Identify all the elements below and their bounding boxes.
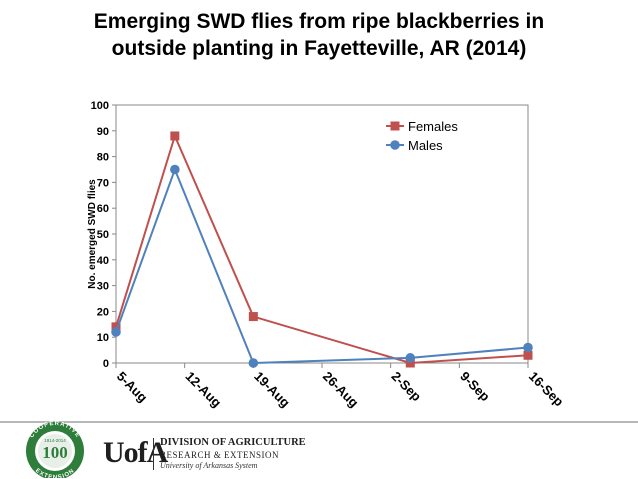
y-tick-label: 40 — [97, 255, 109, 267]
females-data-point — [523, 350, 533, 360]
y-tick-label: 50 — [97, 229, 109, 241]
males-data-point — [405, 353, 416, 363]
seal-number: 100 — [42, 443, 68, 462]
y-tick-label: 20 — [97, 306, 109, 318]
males-series-line — [115, 166, 529, 365]
males-data-point — [111, 327, 121, 337]
y-tick-label: 100 — [91, 100, 109, 112]
x-tick-label: 9-Sep — [457, 369, 493, 405]
y-axis-label: No. emerged SWD flies — [87, 179, 98, 289]
females-legend-label: Females — [408, 119, 458, 134]
slide-title-line-2: outside planting in Fayetteville, AR (20… — [111, 37, 527, 60]
y-tick-label: 30 — [97, 281, 109, 293]
division-subtitle: RESEARCH & EXTENSION — [160, 450, 280, 460]
slide-title-line-1: Emerging SWD flies from ripe blackberrie… — [93, 10, 545, 33]
university-system-name: University of Arkansas System — [160, 461, 258, 470]
males-legend-marker — [390, 140, 400, 150]
slide-title: Emerging SWD flies from ripe blackberrie… — [0, 8, 638, 62]
x-tick-label: 5-Aug — [114, 369, 151, 406]
males-legend-label: Males — [408, 138, 443, 153]
males-data-point — [248, 358, 259, 368]
males-data-point — [170, 164, 180, 175]
females-data-point — [405, 358, 415, 368]
x-tick-label: 16-Sep — [526, 369, 567, 410]
males-data-point — [523, 342, 533, 353]
x-tick-label: 19-Aug — [251, 369, 293, 411]
y-tick-label: 90 — [97, 126, 109, 138]
females-data-point — [170, 131, 180, 141]
x-tick-label: 12-Aug — [183, 369, 225, 411]
y-tick-label: 80 — [97, 152, 109, 164]
university-of-arkansas-mark: UofA — [103, 436, 168, 469]
y-tick-label: 70 — [97, 177, 109, 189]
logo-divider — [153, 438, 154, 470]
y-tick-label: 60 — [97, 203, 109, 215]
division-name: DIVISION OF AGRICULTURE — [160, 437, 306, 448]
females-data-point — [248, 312, 258, 322]
females-legend-marker — [390, 121, 400, 131]
y-tick-label: 10 — [97, 332, 109, 344]
x-tick-label: 26-Aug — [320, 369, 362, 411]
y-tick-label: 0 — [103, 358, 109, 370]
seal-years: 1914-2014 — [44, 438, 66, 443]
cooperative-extension-seal: COOPERATIVE EXTENSION 100 1914-2014 — [26, 421, 84, 478]
females-data-point — [111, 322, 121, 332]
x-tick-label: 2-Sep — [389, 369, 425, 405]
footer-divider — [0, 421, 638, 423]
